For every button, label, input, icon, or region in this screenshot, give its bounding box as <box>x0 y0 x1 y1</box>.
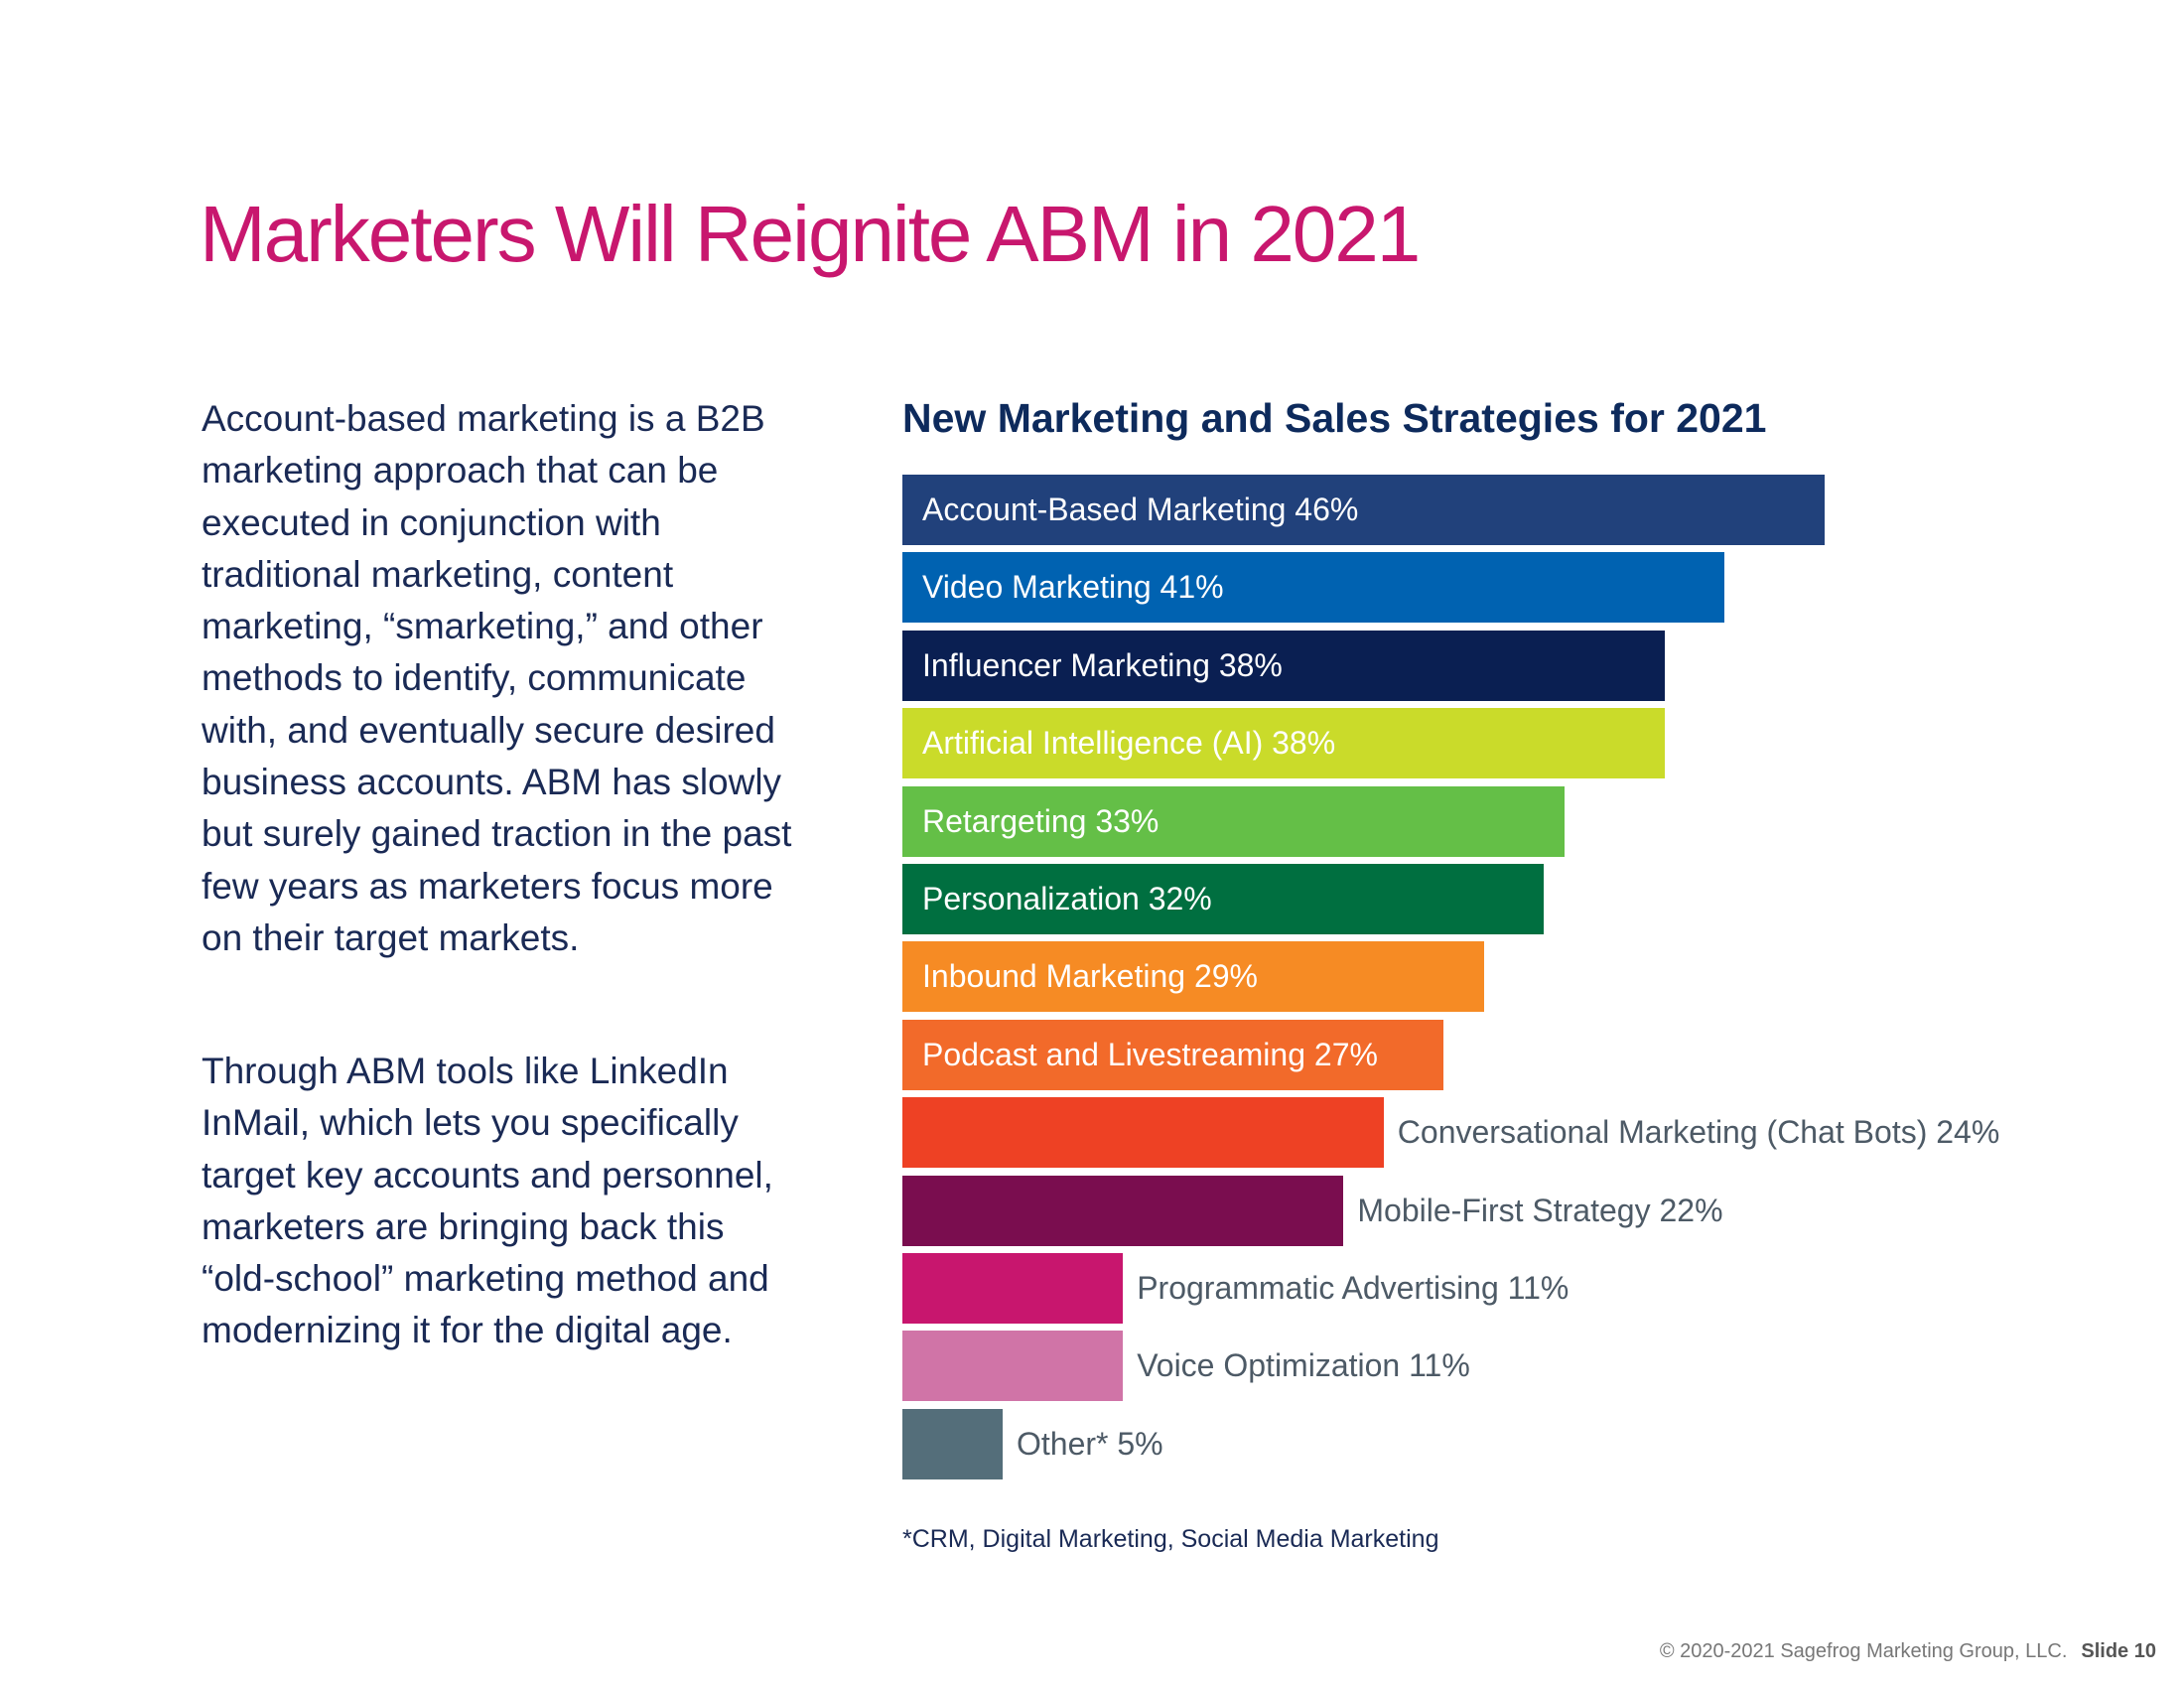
bar-mobile-first-strategy <box>902 1175 1344 1246</box>
chart-title: New Marketing and Sales Strategies for 2… <box>902 395 1767 441</box>
copyright: © 2020-2021 Sagefrog Marketing Group, LL… <box>1659 1640 2068 1662</box>
bar-account-based-marketing <box>902 475 1826 545</box>
bar-label: Video Marketing 41% <box>922 569 1224 606</box>
bar-programmatic-advertising <box>902 1253 1124 1324</box>
bar-label: Inbound Marketing 29% <box>922 958 1258 995</box>
bar-influencer-marketing <box>902 630 1665 701</box>
bar-label: Retargeting 33% <box>922 802 1160 839</box>
bar-artificial-intelligence-ai <box>902 708 1665 779</box>
bar-label: Influencer Marketing 38% <box>922 646 1283 683</box>
bar-label: Podcast and Livestreaming 27% <box>922 1036 1378 1072</box>
bar-podcast-and-livestreaming <box>902 1019 1444 1090</box>
bar-other <box>902 1408 1003 1479</box>
bar-conversational-marketing-chat-bots <box>902 1097 1384 1169</box>
bar-personalization <box>902 864 1545 934</box>
bar-inbound-marketing <box>902 941 1484 1013</box>
page-title: Marketers Will Reignite ABM in 2021 <box>200 190 1421 278</box>
chart-footnote: *CRM, Digital Marketing, Social Media Ma… <box>902 1525 1439 1553</box>
bar-video-marketing <box>902 552 1725 624</box>
bar-label: Voice Optimization 11% <box>1137 1347 1470 1384</box>
body-paragraph-2: Through ABM tools like LinkedIn InMail, … <box>202 1051 773 1351</box>
bar-label: Personalization 32% <box>922 881 1212 916</box>
footer: © 2020-2021 Sagefrog Marketing Group, LL… <box>1660 1640 2156 1663</box>
bar-retargeting <box>902 785 1565 857</box>
bar-label: Conversational Marketing (Chat Bots) 24% <box>1397 1114 2000 1151</box>
bar-label: Artificial Intelligence (AI) 38% <box>922 725 1336 762</box>
bar-label: Programmatic Advertising 11% <box>1137 1270 1570 1306</box>
bar-voice-optimization <box>902 1331 1124 1402</box>
slide-number: Slide 10 <box>2081 1640 2156 1662</box>
bar-label: Account-Based Marketing 46% <box>922 492 1359 527</box>
body-paragraph-1: Account-based marketing is a B2B marketi… <box>202 398 792 958</box>
bar-label: Other* 5% <box>1017 1425 1163 1462</box>
bar-label: Mobile-First Strategy 22% <box>1357 1192 1723 1228</box>
